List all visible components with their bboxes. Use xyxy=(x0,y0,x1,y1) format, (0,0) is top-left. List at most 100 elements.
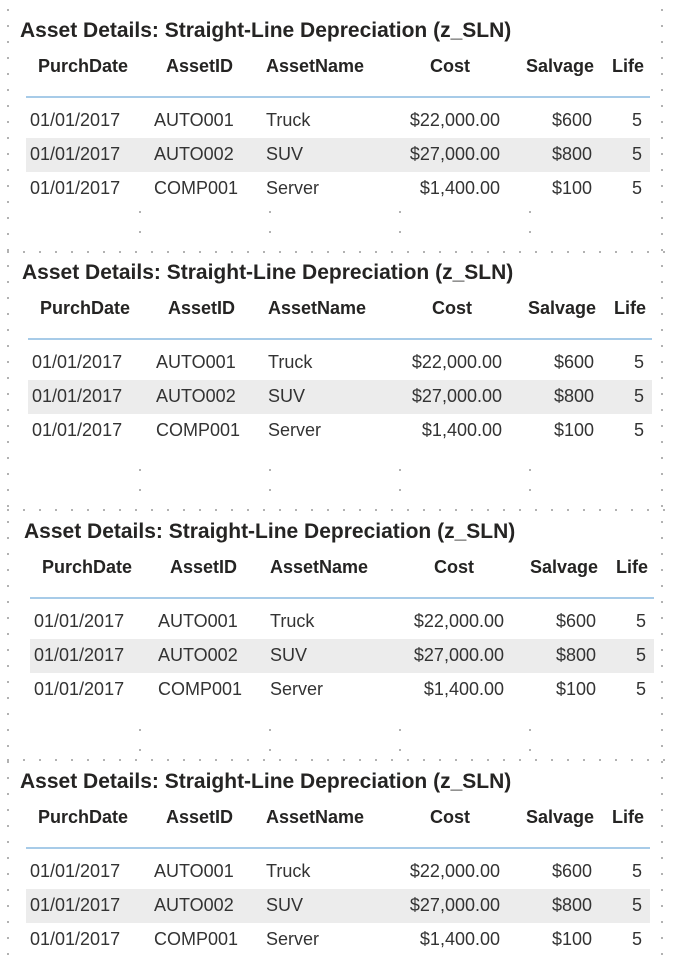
column-header-life[interactable]: Life xyxy=(611,56,644,76)
cell-cost: $1,400.00 xyxy=(419,178,500,198)
header-divider xyxy=(30,597,654,599)
column-header-cost[interactable]: Cost xyxy=(430,56,470,76)
cell-assetid: AUTO002 xyxy=(158,645,238,665)
table-row[interactable]: 01/01/2017 AUTO002 SUV $27,000.00 $800 5 xyxy=(28,380,652,414)
table-visual-4[interactable]: Asset Details: Straight-Line Depreciatio… xyxy=(20,767,660,949)
table[interactable]: PurchDate AssetID AssetName Cost Salvage… xyxy=(26,797,650,949)
column-header-assetid[interactable]: AssetID xyxy=(166,56,234,76)
cell-life: 5 xyxy=(631,144,642,164)
cell-salvage: $600 xyxy=(551,110,592,130)
visual-title: Asset Details: Straight-Line Depreciatio… xyxy=(20,770,512,793)
cell-assetname: Truck xyxy=(268,352,313,372)
cell-assetid: AUTO002 xyxy=(156,386,236,406)
cell-assetid: AUTO001 xyxy=(158,611,238,631)
cell-cost: $1,400.00 xyxy=(419,929,500,949)
column-header-assetid[interactable]: AssetID xyxy=(168,298,236,318)
cell-life: 5 xyxy=(633,352,644,372)
cell-assetname: Truck xyxy=(266,861,311,881)
cell-purchdate: 01/01/2017 xyxy=(32,352,123,372)
cell-salvage: $800 xyxy=(551,144,592,164)
cell-purchdate: 01/01/2017 xyxy=(34,611,125,631)
cell-cost: $27,000.00 xyxy=(409,895,500,915)
cell-salvage: $800 xyxy=(551,895,592,915)
cell-assetid: COMP001 xyxy=(154,178,239,198)
cell-assetname: Server xyxy=(266,178,320,198)
cell-purchdate: 01/01/2017 xyxy=(30,929,121,949)
table-row[interactable]: 01/01/2017 AUTO001 Truck $22,000.00 $600… xyxy=(26,855,650,889)
table-row[interactable]: 01/01/2017 AUTO002 SUV $27,000.00 $800 5 xyxy=(26,138,650,172)
table-body: 01/01/2017 AUTO001 Truck $22,000.00 $600… xyxy=(26,855,650,957)
table-header-row: PurchDate AssetID AssetName Cost Salvage… xyxy=(28,288,652,332)
header-divider xyxy=(26,96,650,98)
cell-purchdate: 01/01/2017 xyxy=(32,386,123,406)
cell-purchdate: 01/01/2017 xyxy=(30,110,121,130)
column-header-purchdate[interactable]: PurchDate xyxy=(38,56,129,76)
column-header-salvage[interactable]: Salvage xyxy=(525,56,594,76)
column-header-salvage[interactable]: Salvage xyxy=(527,298,596,318)
column-header-assetname[interactable]: AssetName xyxy=(266,807,365,827)
cell-life: 5 xyxy=(633,420,644,440)
column-header-life[interactable]: Life xyxy=(615,557,648,577)
cell-purchdate: 01/01/2017 xyxy=(34,645,125,665)
cell-assetid: COMP001 xyxy=(158,679,243,699)
table[interactable]: PurchDate AssetID AssetName Cost Salvage… xyxy=(26,46,650,198)
column-header-salvage[interactable]: Salvage xyxy=(529,557,598,577)
cell-cost: $22,000.00 xyxy=(409,861,500,881)
table-visual-3[interactable]: Asset Details: Straight-Line Depreciatio… xyxy=(24,517,664,699)
cell-cost: $22,000.00 xyxy=(409,110,500,130)
table-visual-1[interactable]: Asset Details: Straight-Line Depreciatio… xyxy=(20,16,660,198)
visual-title: Asset Details: Straight-Line Depreciatio… xyxy=(22,261,514,284)
header-divider xyxy=(28,338,652,340)
table[interactable]: PurchDate AssetID AssetName Cost Salvage… xyxy=(30,547,654,699)
table-row[interactable]: 01/01/2017 COMP001 Server $1,400.00 $100… xyxy=(28,414,652,448)
cell-assetname: Truck xyxy=(266,110,311,130)
column-header-life[interactable]: Life xyxy=(611,807,644,827)
cell-life: 5 xyxy=(635,645,646,665)
cell-salvage: $100 xyxy=(553,420,594,440)
cell-purchdate: 01/01/2017 xyxy=(32,420,123,440)
column-header-purchdate[interactable]: PurchDate xyxy=(42,557,133,577)
column-header-assetname[interactable]: AssetName xyxy=(266,56,365,76)
cell-assetname: Truck xyxy=(270,611,315,631)
cell-life: 5 xyxy=(631,178,642,198)
cell-life: 5 xyxy=(631,929,642,949)
table-row[interactable]: 01/01/2017 COMP001 Server $1,400.00 $100… xyxy=(26,923,650,957)
column-header-assetname[interactable]: AssetName xyxy=(270,557,369,577)
table-visual-2[interactable]: Asset Details: Straight-Line Depreciatio… xyxy=(22,258,662,440)
table-row[interactable]: 01/01/2017 AUTO001 Truck $22,000.00 $600… xyxy=(28,346,652,380)
cell-purchdate: 01/01/2017 xyxy=(30,178,121,198)
table-row[interactable]: 01/01/2017 COMP001 Server $1,400.00 $100… xyxy=(26,172,650,206)
column-header-purchdate[interactable]: PurchDate xyxy=(38,807,129,827)
column-header-salvage[interactable]: Salvage xyxy=(525,807,594,827)
cell-cost: $27,000.00 xyxy=(411,386,502,406)
cell-salvage: $100 xyxy=(555,679,596,699)
cell-cost: $22,000.00 xyxy=(413,611,504,631)
column-header-assetid[interactable]: AssetID xyxy=(170,557,238,577)
column-header-purchdate[interactable]: PurchDate xyxy=(40,298,131,318)
cell-life: 5 xyxy=(631,861,642,881)
cell-assetid: AUTO002 xyxy=(154,144,234,164)
cell-assetname: Server xyxy=(268,420,322,440)
column-header-assetname[interactable]: AssetName xyxy=(268,298,367,318)
cell-life: 5 xyxy=(631,110,642,130)
table-row[interactable]: 01/01/2017 AUTO002 SUV $27,000.00 $800 5 xyxy=(30,639,654,673)
table-row[interactable]: 01/01/2017 AUTO002 SUV $27,000.00 $800 5 xyxy=(26,889,650,923)
column-header-cost[interactable]: Cost xyxy=(432,298,472,318)
column-header-assetid[interactable]: AssetID xyxy=(166,807,234,827)
table-row[interactable]: 01/01/2017 AUTO001 Truck $22,000.00 $600… xyxy=(30,605,654,639)
cell-cost: $22,000.00 xyxy=(411,352,502,372)
column-header-cost[interactable]: Cost xyxy=(430,807,470,827)
cell-salvage: $100 xyxy=(551,929,592,949)
table-header-row: PurchDate AssetID AssetName Cost Salvage… xyxy=(30,547,654,591)
cell-cost: $1,400.00 xyxy=(421,420,502,440)
cell-purchdate: 01/01/2017 xyxy=(34,679,125,699)
column-header-life[interactable]: Life xyxy=(613,298,646,318)
cell-assetid: AUTO002 xyxy=(154,895,234,915)
table-row[interactable]: 01/01/2017 AUTO001 Truck $22,000.00 $600… xyxy=(26,104,650,138)
column-header-cost[interactable]: Cost xyxy=(434,557,474,577)
cell-assetid: COMP001 xyxy=(154,929,239,949)
table-row[interactable]: 01/01/2017 COMP001 Server $1,400.00 $100… xyxy=(30,673,654,707)
visual-title: Asset Details: Straight-Line Depreciatio… xyxy=(24,520,516,543)
cell-life: 5 xyxy=(633,386,644,406)
table[interactable]: PurchDate AssetID AssetName Cost Salvage… xyxy=(28,288,652,440)
